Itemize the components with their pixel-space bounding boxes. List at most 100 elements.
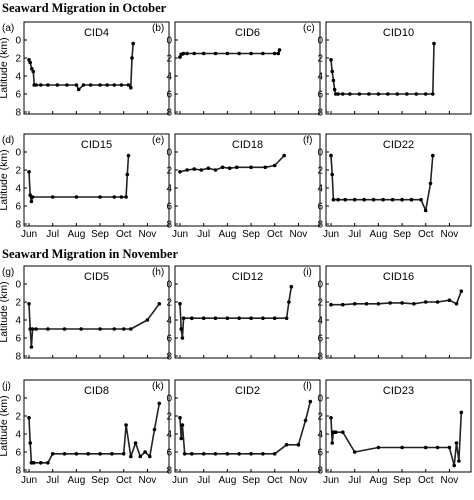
x-tick-label: Jul [197, 229, 210, 240]
panel-letter: (d) [2, 135, 14, 146]
data-point [263, 165, 268, 170]
y-tick-label: 8 [15, 220, 21, 231]
panel-frame [174, 379, 321, 473]
data-point [29, 345, 34, 349]
data-point [423, 445, 428, 450]
data-point [98, 195, 102, 199]
y-tick-label: 8 [166, 220, 172, 231]
x-tick-label: Sep [91, 229, 109, 240]
x-tick-label: Jun [323, 475, 339, 486]
data-point [454, 441, 459, 445]
panel-letter: (i) [303, 267, 312, 278]
data-point [386, 92, 390, 96]
data-point [400, 197, 404, 202]
panel-frame [325, 133, 472, 227]
data-point [237, 316, 241, 320]
data-point [129, 454, 133, 459]
y-tick-label: 6 [15, 334, 21, 345]
x-tick-label: Nov [139, 229, 157, 240]
data-point [126, 153, 131, 158]
y-tick-label: 8 [317, 466, 323, 477]
panel-cid12: (h) CID12 0 2 4 6 8 [152, 265, 321, 363]
data-point [435, 445, 440, 450]
panel-title: CID8 [84, 385, 109, 397]
y-axis-title: Latitude (km) [0, 37, 10, 98]
data-point [213, 452, 218, 456]
data-point [27, 58, 31, 62]
data-point [34, 83, 38, 87]
y-tick-label: 4 [15, 316, 21, 327]
data-point [46, 461, 50, 465]
data-point [213, 316, 218, 320]
data-point [119, 195, 124, 199]
y-tick-label: 2 [166, 54, 172, 65]
data-point [131, 41, 135, 46]
y-tick-label: 8 [15, 466, 21, 477]
section-title-november: Seaward Migration in November [2, 247, 178, 261]
y-tick-label: 4 [15, 430, 21, 441]
panel-frame [325, 379, 472, 473]
data-point [423, 300, 428, 304]
data-point [352, 197, 357, 202]
data-point [330, 69, 334, 74]
data-point [261, 51, 265, 56]
y-tick-label: 2 [317, 298, 323, 309]
y-tick-label: 0 [317, 280, 323, 291]
data-point [27, 416, 31, 420]
panel-title: CID16 [383, 271, 414, 283]
y-tick-label: 0 [166, 148, 172, 159]
data-point [148, 454, 152, 459]
y-tick-label: 0 [317, 36, 323, 47]
y-tick-label: 2 [166, 298, 172, 309]
data-point [381, 197, 385, 202]
data-point [282, 153, 286, 158]
panel-frame [174, 265, 321, 359]
panel-title: CID22 [383, 139, 414, 151]
data-point [178, 55, 182, 59]
data-point [55, 83, 60, 87]
data-point [185, 51, 189, 56]
data-point [428, 181, 433, 186]
data-point [28, 441, 32, 445]
data-point [348, 92, 352, 96]
data-point [225, 51, 230, 56]
x-tick-label: Nov [441, 229, 459, 240]
data-point [423, 208, 428, 213]
x-tick-label: Jun [172, 475, 188, 486]
data-point [199, 168, 204, 172]
y-tick-label: 6 [15, 90, 21, 101]
panel-title: CID10 [383, 27, 414, 39]
data-point [112, 327, 117, 331]
data-point [74, 195, 79, 199]
y-tick-label: 4 [166, 184, 172, 195]
data-point [395, 92, 400, 96]
data-point [81, 83, 86, 87]
data-point [88, 83, 93, 87]
data-point [303, 418, 308, 423]
data-point [133, 441, 138, 445]
series-line [331, 290, 463, 306]
data-point [192, 51, 196, 56]
data-point [459, 289, 464, 293]
panel-letter: (k) [152, 381, 164, 392]
x-tick-label: Jul [348, 229, 361, 240]
data-point [435, 300, 440, 304]
data-point [352, 302, 357, 306]
y-tick-label: 0 [15, 148, 21, 159]
panel-frame [174, 21, 321, 115]
y-tick-label: 6 [15, 448, 21, 459]
panel-letter: (j) [2, 381, 11, 392]
data-point [330, 441, 334, 445]
y-tick-label: 6 [317, 202, 323, 213]
data-point [423, 92, 428, 96]
data-point [341, 92, 345, 96]
data-point [220, 165, 225, 170]
data-point [31, 461, 36, 465]
data-point [459, 410, 464, 415]
y-tick-label: 6 [166, 90, 172, 101]
data-point [34, 327, 38, 331]
data-point [138, 454, 143, 459]
